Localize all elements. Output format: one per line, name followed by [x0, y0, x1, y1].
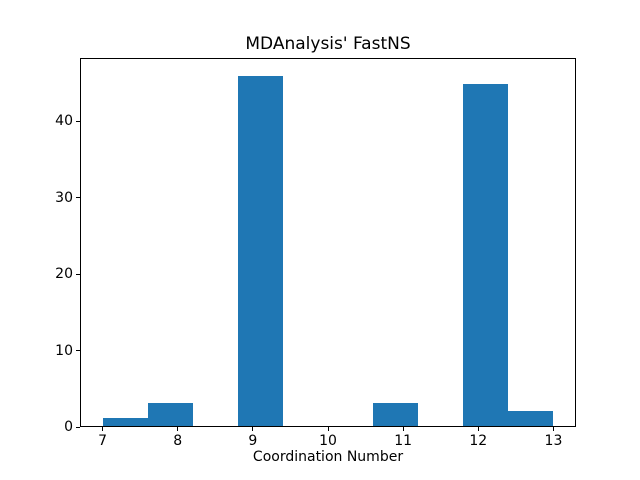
plot-area: [80, 58, 576, 427]
histogram-bar: [507, 410, 553, 426]
x-tick-label: 9: [248, 433, 258, 449]
x-tick-mark: [177, 427, 179, 431]
histogram-bar: [103, 418, 149, 426]
x-tick-label: 11: [394, 433, 413, 449]
histogram-bar: [462, 84, 508, 426]
x-tick-label: 13: [544, 433, 563, 449]
x-tick-mark: [102, 427, 104, 431]
y-tick-mark: [76, 426, 80, 428]
y-tick-mark: [76, 273, 80, 275]
x-tick-label: 7: [98, 433, 107, 449]
y-tick-label: 30: [55, 189, 73, 206]
x-tick-mark: [402, 427, 404, 431]
x-tick-mark: [252, 427, 254, 431]
x-tick-mark: [477, 427, 479, 431]
x-axis-label: Coordination Number: [252, 449, 404, 465]
histogram-bar: [372, 403, 418, 426]
y-tick-label: 40: [55, 113, 73, 130]
x-tick-mark: [327, 427, 329, 431]
y-tick-mark: [76, 120, 80, 122]
y-tick-label: 0: [64, 419, 73, 435]
histogram-bar: [238, 76, 284, 426]
bars-container: [81, 59, 575, 426]
x-tick-mark: [552, 427, 554, 431]
chart-title: MDAnalysis' FastNS: [245, 34, 411, 54]
x-tick-label: 8: [173, 433, 183, 449]
y-tick-label: 20: [55, 266, 73, 283]
x-tick-label: 12: [469, 433, 488, 449]
histogram-bar: [148, 403, 194, 426]
y-tick-mark: [76, 350, 80, 352]
y-tick-label: 10: [55, 342, 73, 359]
x-tick-label: 10: [319, 433, 337, 449]
y-tick-mark: [76, 197, 80, 199]
